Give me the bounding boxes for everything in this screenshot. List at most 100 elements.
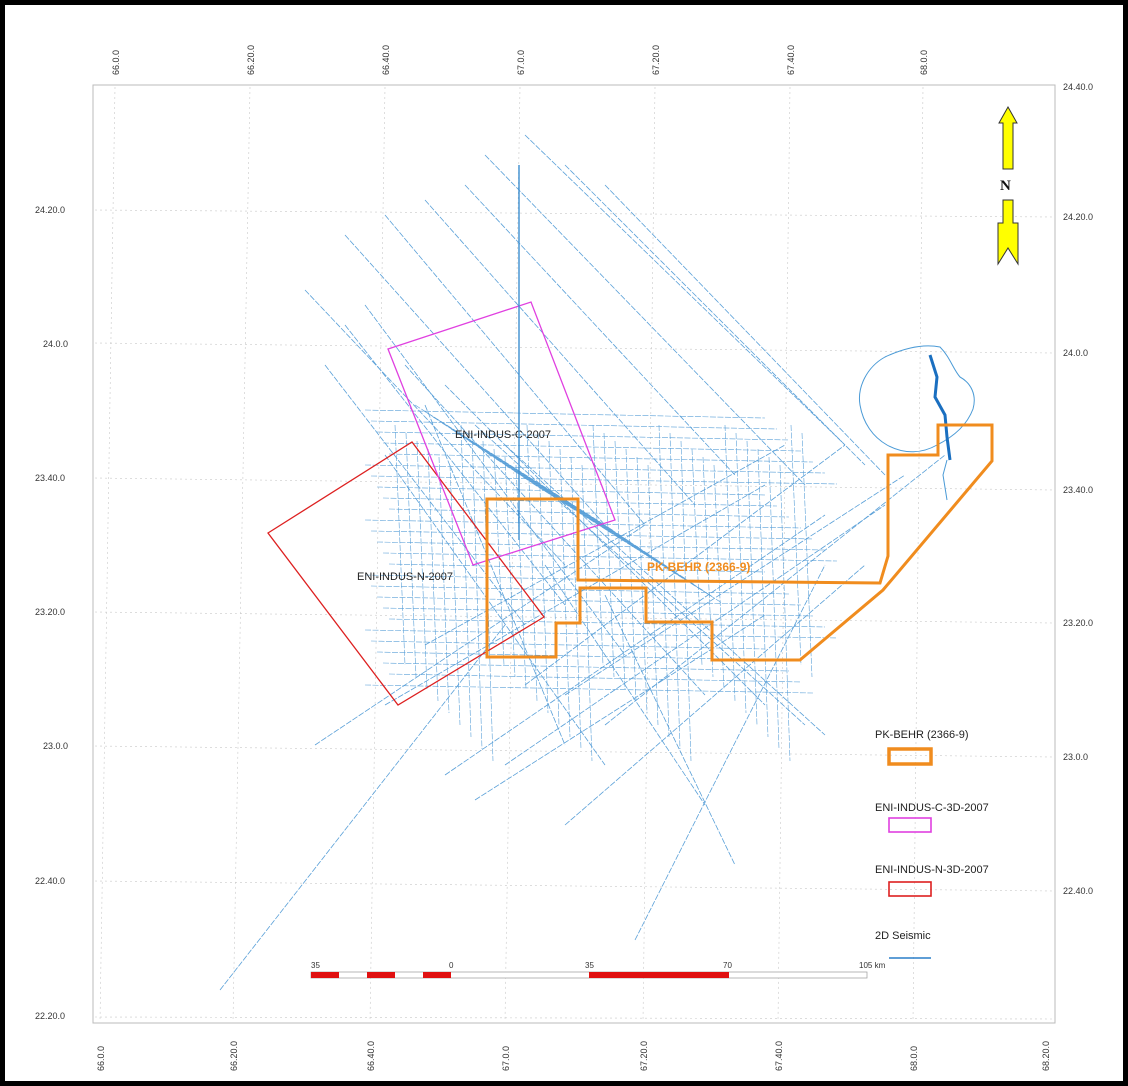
left-lat-tick: 23.20.0 xyxy=(35,607,65,617)
seismic-line xyxy=(344,234,606,526)
seismic-line xyxy=(219,624,506,991)
seismic-line xyxy=(384,484,766,706)
seismic-line xyxy=(394,424,406,666)
top-lon-tick: 67.20.0 xyxy=(651,45,661,75)
legend-label-2d-seismic: 2D Seismic xyxy=(875,930,931,942)
bottom-lon-tick: 66.20.0 xyxy=(229,1041,239,1071)
right-lat-tick: 24.40.0 xyxy=(1063,82,1093,92)
bottom-lon-tick: 66.40.0 xyxy=(366,1041,376,1071)
seismic-lines-2d xyxy=(219,134,946,991)
map-frame: 66.0.0 66.20.0 66.40.0 67.0.0 67.20.0 67… xyxy=(5,5,1123,1081)
legend: PK-BEHR (2366-9) ENI-INDUS-C-3D-2007 ENI… xyxy=(875,729,989,959)
bottom-lon-tick: 68.0.0 xyxy=(909,1046,919,1071)
seismic-line xyxy=(603,432,615,678)
seismic-line xyxy=(592,424,604,666)
seismic-line xyxy=(564,474,906,696)
north-arrow: N xyxy=(997,105,1019,266)
coastline xyxy=(858,345,975,453)
seismic-line xyxy=(757,448,769,738)
seismic-line xyxy=(504,444,826,736)
seismic-line xyxy=(382,442,802,452)
seismic-line xyxy=(424,444,786,646)
eni-indus-c-block[interactable] xyxy=(387,301,616,566)
seismic-line xyxy=(779,464,791,762)
seismic-line xyxy=(427,448,439,702)
right-lat-tick: 23.20.0 xyxy=(1063,618,1093,628)
left-lat-tick: 23.0.0 xyxy=(43,741,68,751)
seismic-line xyxy=(314,524,646,746)
right-lat-tick: 24.20.0 xyxy=(1063,212,1093,222)
legend-swatch-eni-c xyxy=(888,817,932,833)
bottom-longitude-ticks: 66.0.0 66.20.0 66.40.0 67.0.0 67.20.0 67… xyxy=(96,1041,1051,1071)
seismic-line xyxy=(537,432,549,714)
seismic-line xyxy=(713,464,725,690)
seismic-line xyxy=(324,364,526,626)
seismic-line xyxy=(304,289,566,566)
seismic-line xyxy=(484,154,806,486)
right-lat-tick: 24.0.0 xyxy=(1063,348,1088,358)
right-lat-tick: 23.0.0 xyxy=(1063,752,1088,762)
bottom-lon-tick: 66.0.0 xyxy=(96,1046,106,1071)
seismic-line xyxy=(768,456,780,750)
north-arrow-tail-icon xyxy=(997,199,1019,266)
indus-channel xyxy=(928,354,952,461)
seismic-line xyxy=(382,662,790,672)
seismic-line xyxy=(614,440,626,690)
seismic-line xyxy=(438,456,450,714)
bottom-lon-tick: 67.20.0 xyxy=(639,1041,649,1071)
top-lon-tick: 67.0.0 xyxy=(516,50,526,75)
right-latitude-ticks: 24.40.0 24.20.0 24.0.0 23.40.0 23.20.0 2… xyxy=(1063,82,1093,896)
seismic-line xyxy=(376,541,826,551)
eni-indus-c-label: ENI-INDUS-C-2007 xyxy=(455,429,551,441)
seismic-line xyxy=(524,134,846,446)
seismic-line xyxy=(464,184,736,476)
seismic-line xyxy=(604,184,886,476)
legend-label-eni-c: ENI-INDUS-C-3D-2007 xyxy=(875,802,989,814)
seismic-line xyxy=(564,164,866,466)
seismic-line xyxy=(370,530,814,540)
scale-bar: 35 0 35 70 105 km xyxy=(310,961,886,979)
seismic-line xyxy=(604,594,736,866)
top-longitude-ticks: 66.0.0 66.20.0 66.40.0 67.0.0 67.20.0 67… xyxy=(111,45,929,75)
seismic-line xyxy=(474,424,806,726)
seismic-line xyxy=(801,432,813,678)
seismic-line xyxy=(735,432,747,714)
seismic-line xyxy=(364,304,626,656)
eni-indus-n-label: ENI-INDUS-N-2007 xyxy=(357,571,453,583)
seismic-line xyxy=(376,596,802,606)
pk-behr-label: PK-BEHR (2366-9) xyxy=(647,560,750,574)
pk-behr-block[interactable] xyxy=(485,423,994,662)
bottom-lon-tick: 67.0.0 xyxy=(501,1046,511,1071)
seismic-line xyxy=(658,424,670,738)
seismic-line xyxy=(384,454,606,766)
seismic-line xyxy=(449,464,461,726)
seismic-line xyxy=(364,629,838,639)
seismic-line xyxy=(370,420,778,430)
seismic-line xyxy=(424,404,566,746)
scale-label: 70 xyxy=(723,961,732,970)
seismic-line xyxy=(388,508,790,518)
seismic-line xyxy=(388,618,826,628)
seismic-line xyxy=(691,448,703,666)
seismic-line xyxy=(625,448,637,702)
scale-label: 0 xyxy=(449,961,454,970)
seismic-line xyxy=(344,324,566,606)
seismic-line xyxy=(382,607,814,617)
seismic-line xyxy=(364,519,802,529)
coast-line-south xyxy=(942,459,948,501)
scale-label: 35 xyxy=(585,961,594,970)
map-canvas[interactable]: 66.0.0 66.20.0 66.40.0 67.0.0 67.20.0 67… xyxy=(5,5,1123,1081)
left-lat-tick: 24.20.0 xyxy=(35,205,65,215)
seismic-line xyxy=(370,640,766,650)
seismic-line xyxy=(364,409,766,419)
map-border xyxy=(92,84,1056,1024)
eni-indus-n-block[interactable] xyxy=(267,441,545,706)
seismic-line xyxy=(564,564,866,826)
bottom-lon-tick: 68.20.0 xyxy=(1041,1041,1051,1071)
seismic-line xyxy=(504,456,516,678)
top-lon-tick: 67.40.0 xyxy=(786,45,796,75)
seismic-line xyxy=(636,456,648,714)
seismic-line xyxy=(416,440,428,690)
top-lon-tick: 68.0.0 xyxy=(919,50,929,75)
legend-swatch-eni-n xyxy=(888,881,932,897)
